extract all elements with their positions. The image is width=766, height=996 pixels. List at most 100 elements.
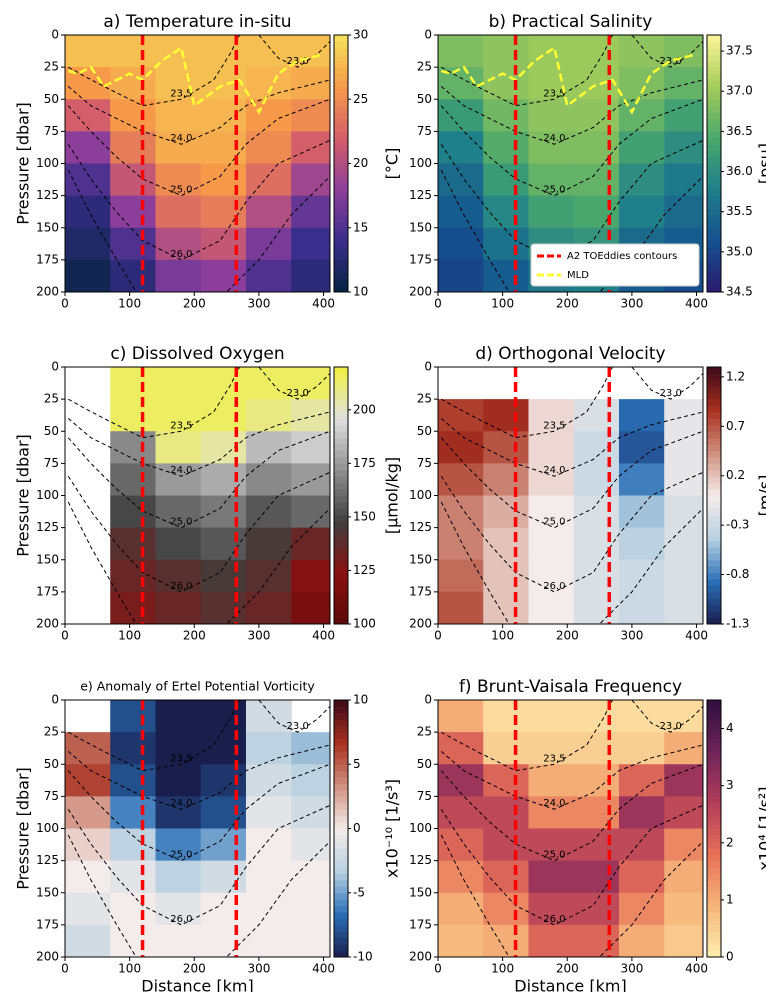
heat-cell — [483, 463, 529, 496]
colorbar-step — [707, 119, 721, 126]
heat-cell — [528, 861, 574, 894]
colorbar-step — [707, 598, 721, 605]
x-tick-label: 300 — [247, 297, 270, 311]
y-tick-label: 100 — [409, 488, 432, 502]
colorbar-step — [707, 86, 721, 93]
y-tick-label: 100 — [409, 156, 432, 170]
heat-cell — [65, 764, 111, 797]
x-tick-label: 0 — [61, 962, 69, 976]
heat-cell — [664, 463, 703, 496]
colorbar-step — [707, 573, 721, 580]
colorbar-step — [334, 119, 348, 126]
y-tick-label: 25 — [417, 392, 432, 406]
heat-cell — [246, 496, 292, 529]
colorbar-step — [707, 196, 721, 203]
heat-cell — [574, 463, 620, 496]
heat-cell — [664, 164, 703, 197]
heat-cell — [155, 367, 201, 400]
y-tick-label: 0 — [51, 28, 59, 42]
heat-cell — [110, 131, 156, 164]
colorbar-step — [334, 764, 348, 771]
colorbar-step — [707, 841, 721, 848]
colorbar-step — [334, 841, 348, 848]
colorbar-step — [334, 54, 348, 61]
colorbar-step — [707, 457, 721, 464]
colorbar-step — [334, 784, 348, 791]
y-tick-label: 25 — [417, 60, 432, 74]
y-tick-label: 200 — [409, 950, 432, 964]
heat-cell — [155, 925, 201, 958]
colorbar-step — [707, 873, 721, 880]
y-tick-label: 75 — [44, 456, 59, 470]
colorbar-step — [707, 560, 721, 567]
colorbar-step — [334, 74, 348, 81]
colorbar-tick-label: 1 — [726, 892, 734, 906]
contour-label: 25.0 — [170, 185, 192, 196]
colorbar-tick-label: 125 — [353, 563, 376, 577]
heat-cell — [291, 592, 330, 625]
y-tick-label: 125 — [409, 520, 432, 534]
colorbar-step — [707, 951, 721, 958]
colorbar-tick-label: -5 — [353, 885, 365, 899]
y-tick-label: 150 — [36, 220, 59, 234]
x-tick-label: 400 — [312, 629, 335, 643]
colorbar-step — [707, 618, 721, 625]
heat-cell — [664, 829, 703, 862]
heat-cell — [619, 732, 665, 765]
colorbar-step — [334, 886, 348, 893]
colorbar-step — [707, 470, 721, 477]
y-tick-label: 50 — [44, 92, 59, 106]
colorbar-step — [707, 931, 721, 938]
heat-cell — [664, 431, 703, 464]
heat-cell — [664, 196, 703, 229]
y-tick-label: 200 — [36, 617, 59, 631]
y-tick-label: 175 — [36, 252, 59, 266]
heat-cell — [201, 893, 247, 926]
heat-cell — [619, 431, 665, 464]
heat-cell — [110, 732, 156, 765]
heat-cell — [201, 260, 247, 293]
heat-cell — [65, 131, 111, 164]
heat-cell — [246, 367, 292, 400]
heat-cell — [574, 732, 620, 765]
colorbar-step — [707, 585, 721, 592]
y-tick-label: 150 — [36, 552, 59, 566]
colorbar-step — [334, 547, 348, 554]
panel-title: e) Anomaly of Ertel Potential Vorticity — [80, 679, 315, 694]
colorbar-step — [707, 893, 721, 900]
heat-cell — [110, 496, 156, 529]
colorbar-step — [334, 373, 348, 380]
heat-cell — [438, 592, 484, 625]
y-tick-label: 175 — [36, 584, 59, 598]
heat-cell — [574, 796, 620, 829]
heat-cell — [664, 893, 703, 926]
colorbar-step — [707, 221, 721, 228]
heat-cell — [155, 260, 201, 293]
heat-cell — [438, 893, 484, 926]
panel-title: a) Temperature in-situ — [103, 12, 291, 32]
heat-cell — [619, 496, 665, 529]
colorbar-step — [707, 534, 721, 541]
heat-cell — [483, 829, 529, 862]
heat-cell — [246, 67, 292, 100]
heat-cell — [619, 131, 665, 164]
colorbar-step — [707, 886, 721, 893]
heat-cell — [664, 131, 703, 164]
heat-cell — [574, 764, 620, 797]
heat-cell — [291, 925, 330, 958]
colorbar-step — [707, 925, 721, 932]
colorbar-step — [334, 605, 348, 612]
heat-cell — [438, 99, 484, 132]
colorbar-tick-label: 20 — [353, 156, 368, 170]
colorbar-step — [334, 751, 348, 758]
colorbar-step — [707, 176, 721, 183]
heat-cell — [201, 399, 247, 432]
colorbar-step — [334, 598, 348, 605]
heat-cell — [291, 67, 330, 100]
heat-cell — [65, 861, 111, 894]
colorbar-step — [334, 700, 348, 707]
legend-label: MLD — [567, 270, 589, 281]
colorbar-label: [m/s] — [756, 475, 766, 517]
heat-cell — [291, 196, 330, 229]
heat-cell — [155, 700, 201, 733]
